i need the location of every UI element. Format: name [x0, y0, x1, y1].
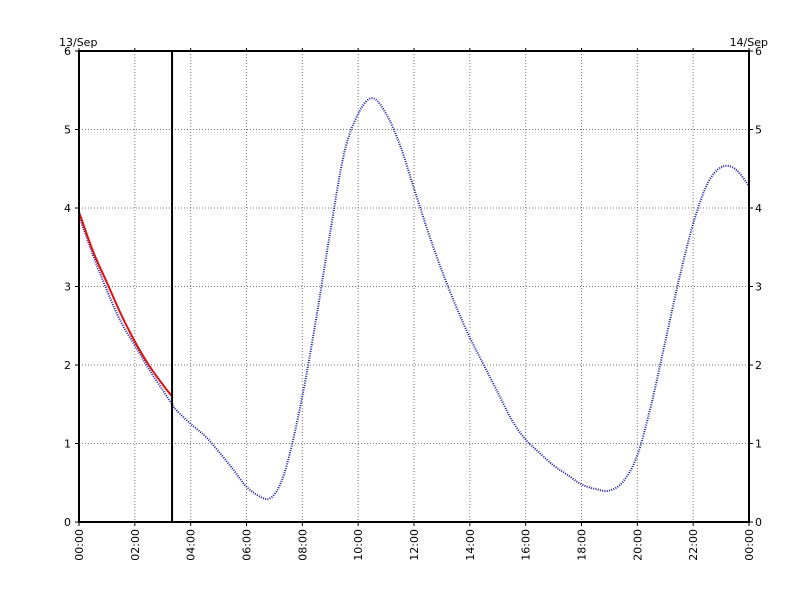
- y-tick-label-left: 6: [64, 45, 71, 58]
- x-tick-label: 16:00: [520, 529, 533, 561]
- x-tick-label: 06:00: [241, 529, 254, 561]
- x-tick-label: 14:00: [464, 529, 477, 561]
- x-tick-label: 02:00: [129, 529, 142, 561]
- y-tick-label-right: 0: [755, 516, 762, 529]
- tick-marks: [75, 48, 753, 526]
- y-tick-label-right: 6: [755, 45, 762, 58]
- tick-labels: 00:00 02:00 04:00 06:00 08:00 10:00 12:00 14:00…: [64, 45, 762, 561]
- x-tick-label: 20:00: [631, 529, 644, 561]
- y-tick-label-right: 5: [755, 124, 762, 137]
- series-layer: [78, 97, 750, 501]
- y-tick-label-left: 0: [64, 516, 71, 529]
- y-tick-label-left: 5: [64, 124, 71, 137]
- x-tick-label: 00:00: [73, 529, 86, 561]
- x-tick-label: 08:00: [296, 529, 309, 561]
- date-label-left: 13/Sep: [59, 36, 97, 49]
- observed-tide-line: [78, 211, 173, 398]
- x-tick-label: 18:00: [576, 529, 589, 561]
- y-tick-label-right: 2: [755, 359, 762, 372]
- y-tick-label-left: 4: [64, 202, 71, 215]
- x-tick-label: 10:00: [352, 529, 365, 561]
- x-tick-label: 04:00: [185, 529, 198, 561]
- x-tick-label: 00:00: [743, 529, 756, 561]
- plot-frame: [78, 50, 750, 523]
- y-tick-label-right: 3: [755, 281, 762, 294]
- grid-lines: [79, 51, 749, 522]
- date-label-right: 14/Sep: [730, 36, 768, 49]
- x-tick-label: 22:00: [687, 529, 700, 561]
- y-tick-label-right: 4: [755, 202, 762, 215]
- y-tick-label-left: 2: [64, 359, 71, 372]
- y-tick-label-right: 1: [755, 438, 762, 451]
- y-tick-label-left: 1: [64, 438, 71, 451]
- y-tick-label-left: 3: [64, 281, 71, 294]
- x-tick-label: 12:00: [408, 529, 421, 561]
- predicted-tide-line: [78, 97, 750, 501]
